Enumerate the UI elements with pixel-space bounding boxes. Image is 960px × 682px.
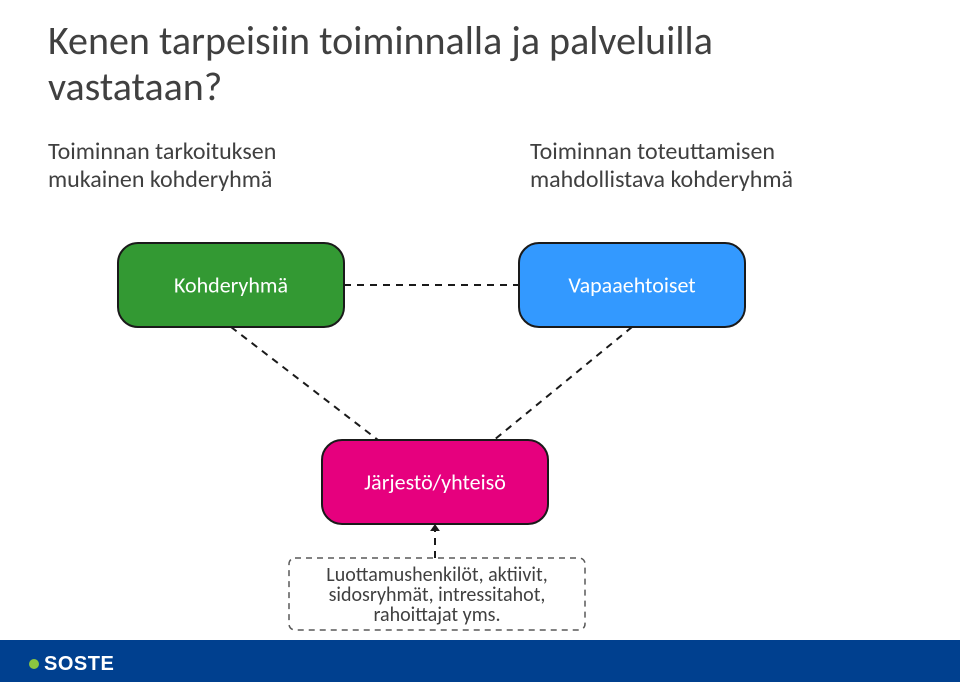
slide: Kenen tarpeisiin toiminnalla ja palvelui…: [0, 0, 960, 682]
svg-text:Kohderyhmä: Kohderyhmä: [174, 271, 288, 298]
dashbox: Luottamushenkilöt, aktiivit, sidosryhmät…: [289, 558, 585, 630]
svg-text:Vapaaehtoiset: Vapaaehtoiset: [568, 271, 695, 298]
node-vapaaehtoiset: Vapaaehtoiset: [519, 243, 745, 327]
svg-text:rahoittajat yms.: rahoittajat yms.: [373, 603, 500, 627]
soste-logo: SOSTE: [24, 647, 154, 675]
node-kohderyhma: Kohderyhmä: [118, 243, 344, 327]
svg-text:SOSTE: SOSTE: [44, 653, 114, 675]
dashbox-arrow: [430, 524, 440, 558]
svg-text:Järjestö/yhteisö: Järjestö/yhteisö: [364, 468, 506, 495]
diagram-canvas: Kohderyhmä Vapaaehtoiset Järjestö/yhteis…: [0, 0, 960, 682]
node-jarjesto: Järjestö/yhteisö: [322, 440, 548, 524]
